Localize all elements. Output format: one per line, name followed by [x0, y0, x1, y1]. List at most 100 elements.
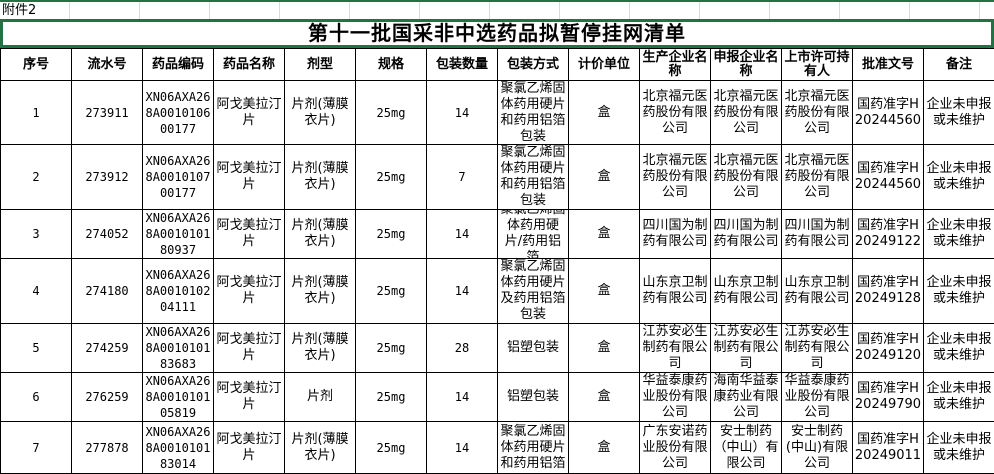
- cell-drug-name[interactable]: 阿戈美拉汀片: [214, 145, 285, 210]
- cell-drug-code[interactable]: XN06AXA268A001010105819: [143, 373, 214, 422]
- cell-drug-code[interactable]: XN06AXA268A001010700177: [143, 145, 214, 210]
- cell-mah[interactable]: 四川国为制药有限公司: [782, 210, 853, 259]
- cell-applicant[interactable]: 四川国为制药有限公司: [711, 210, 782, 259]
- empty-cell[interactable]: [140, 2, 210, 19]
- header-serial[interactable]: 流水号: [72, 49, 143, 81]
- header-applicant[interactable]: 申报企业名称: [711, 49, 782, 81]
- cell-serial[interactable]: 273911: [72, 81, 143, 145]
- cell-remark[interactable]: 企业未申报或未维护: [924, 81, 994, 145]
- cell-seq[interactable]: 1: [1, 81, 72, 145]
- cell-mah[interactable]: 江苏安必生制药有限公司: [782, 324, 853, 373]
- header-seq[interactable]: 序号: [1, 49, 72, 81]
- cell-approval-no[interactable]: 国药准字H20249128: [853, 259, 924, 324]
- cell-price-unit[interactable]: 盒: [569, 373, 640, 422]
- cell-dosage-form[interactable]: 片剂: [285, 373, 356, 422]
- cell-drug-name[interactable]: 阿戈美拉汀片: [214, 324, 285, 373]
- cell-remark[interactable]: 企业未申报或未维护: [924, 259, 994, 324]
- cell-dosage-form[interactable]: 片剂(薄膜衣片): [285, 210, 356, 259]
- header-manufacturer[interactable]: 生产企业名称: [640, 49, 711, 81]
- cell-remark[interactable]: 企业未申报或未维护: [924, 324, 994, 373]
- header-mah[interactable]: 上市许可持有人: [782, 49, 853, 81]
- cell-remark[interactable]: 企业未申报或未维护: [924, 145, 994, 210]
- cell-pack-qty[interactable]: 14: [427, 210, 498, 259]
- header-dosage-form[interactable]: 剂型: [285, 49, 356, 81]
- cell-drug-code[interactable]: XN06AXA268A001010183683: [143, 324, 214, 373]
- cell-applicant[interactable]: 北京福元医药股份有限公司: [711, 145, 782, 210]
- header-pack-qty[interactable]: 包装数量: [427, 49, 498, 81]
- cell-pack-method[interactable]: 聚氯乙烯固体药用硬片及药用铝箔包装: [498, 259, 569, 324]
- empty-cell[interactable]: [490, 2, 560, 19]
- cell-dosage-form[interactable]: 片剂(薄膜衣片): [285, 259, 356, 324]
- cell-manufacturer[interactable]: 江苏安必生制药有限公司: [640, 324, 711, 373]
- cell-price-unit[interactable]: 盒: [569, 145, 640, 210]
- cell-spec[interactable]: 25mg: [356, 145, 427, 210]
- cell-spec[interactable]: 25mg: [356, 81, 427, 145]
- header-drug-name[interactable]: 药品名称: [214, 49, 285, 81]
- header-drug-code[interactable]: 药品编码: [143, 49, 214, 81]
- cell-dosage-form[interactable]: 片剂(薄膜衣片): [285, 145, 356, 210]
- cell-pack-qty[interactable]: 28: [427, 324, 498, 373]
- cell-applicant[interactable]: 山东京卫制药有限公司: [711, 259, 782, 324]
- cell-pack-qty[interactable]: 14: [427, 373, 498, 422]
- cell-manufacturer[interactable]: 华益泰康药业股份有限公司: [640, 373, 711, 422]
- cell-serial[interactable]: 276259: [72, 373, 143, 422]
- empty-cell[interactable]: [700, 2, 770, 19]
- empty-cell[interactable]: [350, 2, 420, 19]
- cell-mah[interactable]: 北京福元医药股份有限公司: [782, 145, 853, 210]
- cell-approval-no[interactable]: 国药准字H20249120: [853, 324, 924, 373]
- cell-applicant[interactable]: 北京福元医药股份有限公司: [711, 81, 782, 145]
- cell-serial[interactable]: 273912: [72, 145, 143, 210]
- cell-price-unit[interactable]: 盒: [569, 81, 640, 145]
- cell-serial[interactable]: 274180: [72, 259, 143, 324]
- cell-pack-method[interactable]: 聚氯乙烯固体药用硬片和药用铝箔包装: [498, 145, 569, 210]
- sheet-title-cell[interactable]: 第十一批国采非中选药品拟暂停挂网清单: [0, 19, 994, 48]
- cell-manufacturer[interactable]: 北京福元医药股份有限公司: [640, 145, 711, 210]
- header-spec[interactable]: 规格: [356, 49, 427, 81]
- cell-manufacturer[interactable]: 北京福元医药股份有限公司: [640, 81, 711, 145]
- empty-cell[interactable]: [420, 2, 490, 19]
- cell-drug-name[interactable]: 阿戈美拉汀片: [214, 373, 285, 422]
- cell-drug-code[interactable]: XN06AXA268A001010180937: [143, 210, 214, 259]
- cell-serial[interactable]: 274259: [72, 324, 143, 373]
- cell-pack-qty[interactable]: 7: [427, 145, 498, 210]
- cell-drug-name[interactable]: 阿戈美拉汀片: [214, 81, 285, 145]
- cell-pack-qty[interactable]: 14: [427, 81, 498, 145]
- cell-drug-name[interactable]: 阿戈美拉汀片: [214, 210, 285, 259]
- cell-drug-code[interactable]: XN06AXA268A001010600177: [143, 81, 214, 145]
- cell-dosage-form[interactable]: 片剂(薄膜衣片): [285, 324, 356, 373]
- empty-cell[interactable]: [70, 2, 140, 19]
- empty-cell[interactable]: [210, 2, 280, 19]
- cell-pack-method[interactable]: 铝塑包装: [498, 373, 569, 422]
- cell-approval-no[interactable]: 国药准字H20249790: [853, 373, 924, 422]
- cell-seq[interactable]: 4: [1, 259, 72, 324]
- cell-mah[interactable]: 山东京卫制药有限公司: [782, 259, 853, 324]
- cell-pack-qty[interactable]: 14: [427, 259, 498, 324]
- empty-cell[interactable]: [630, 2, 700, 19]
- cell-pack-method[interactable]: 聚氯乙烯固体药用硬片和药用铝箔包装: [498, 81, 569, 145]
- cell-price-unit[interactable]: 盒: [569, 324, 640, 373]
- cell-approval-no[interactable]: 国药准字H20249122: [853, 210, 924, 259]
- cell-applicant[interactable]: 海南华益泰康药业有限公司: [711, 373, 782, 422]
- cell-approval-no[interactable]: 国药准字H20244560: [853, 81, 924, 145]
- cell-spec[interactable]: 25mg: [356, 373, 427, 422]
- header-approval-no[interactable]: 批准文号: [853, 49, 924, 81]
- cell-manufacturer[interactable]: 山东京卫制药有限公司: [640, 259, 711, 324]
- header-remark[interactable]: 备注: [924, 49, 994, 81]
- header-pack-method[interactable]: 包装方式: [498, 49, 569, 81]
- cell-mah[interactable]: 北京福元医药股份有限公司: [782, 81, 853, 145]
- attachment-label-cell[interactable]: 附件2: [0, 2, 70, 19]
- empty-cell[interactable]: [910, 2, 980, 19]
- header-price-unit[interactable]: 计价单位: [569, 49, 640, 81]
- cell-seq[interactable]: 6: [1, 373, 72, 422]
- empty-cell[interactable]: [560, 2, 630, 19]
- cell-spec[interactable]: 25mg: [356, 259, 427, 324]
- empty-cell[interactable]: [840, 2, 910, 19]
- cell-drug-code[interactable]: XN06AXA268A001010204111: [143, 259, 214, 324]
- empty-cell[interactable]: [770, 2, 840, 19]
- cell-spec[interactable]: 25mg: [356, 324, 427, 373]
- cell-mah[interactable]: 华益泰康药业股份有限公司: [782, 373, 853, 422]
- cell-manufacturer[interactable]: 四川国为制药有限公司: [640, 210, 711, 259]
- cell-drug-name[interactable]: 阿戈美拉汀片: [214, 259, 285, 324]
- empty-cell[interactable]: [280, 2, 350, 19]
- cell-remark[interactable]: 企业未申报或未维护: [924, 210, 994, 259]
